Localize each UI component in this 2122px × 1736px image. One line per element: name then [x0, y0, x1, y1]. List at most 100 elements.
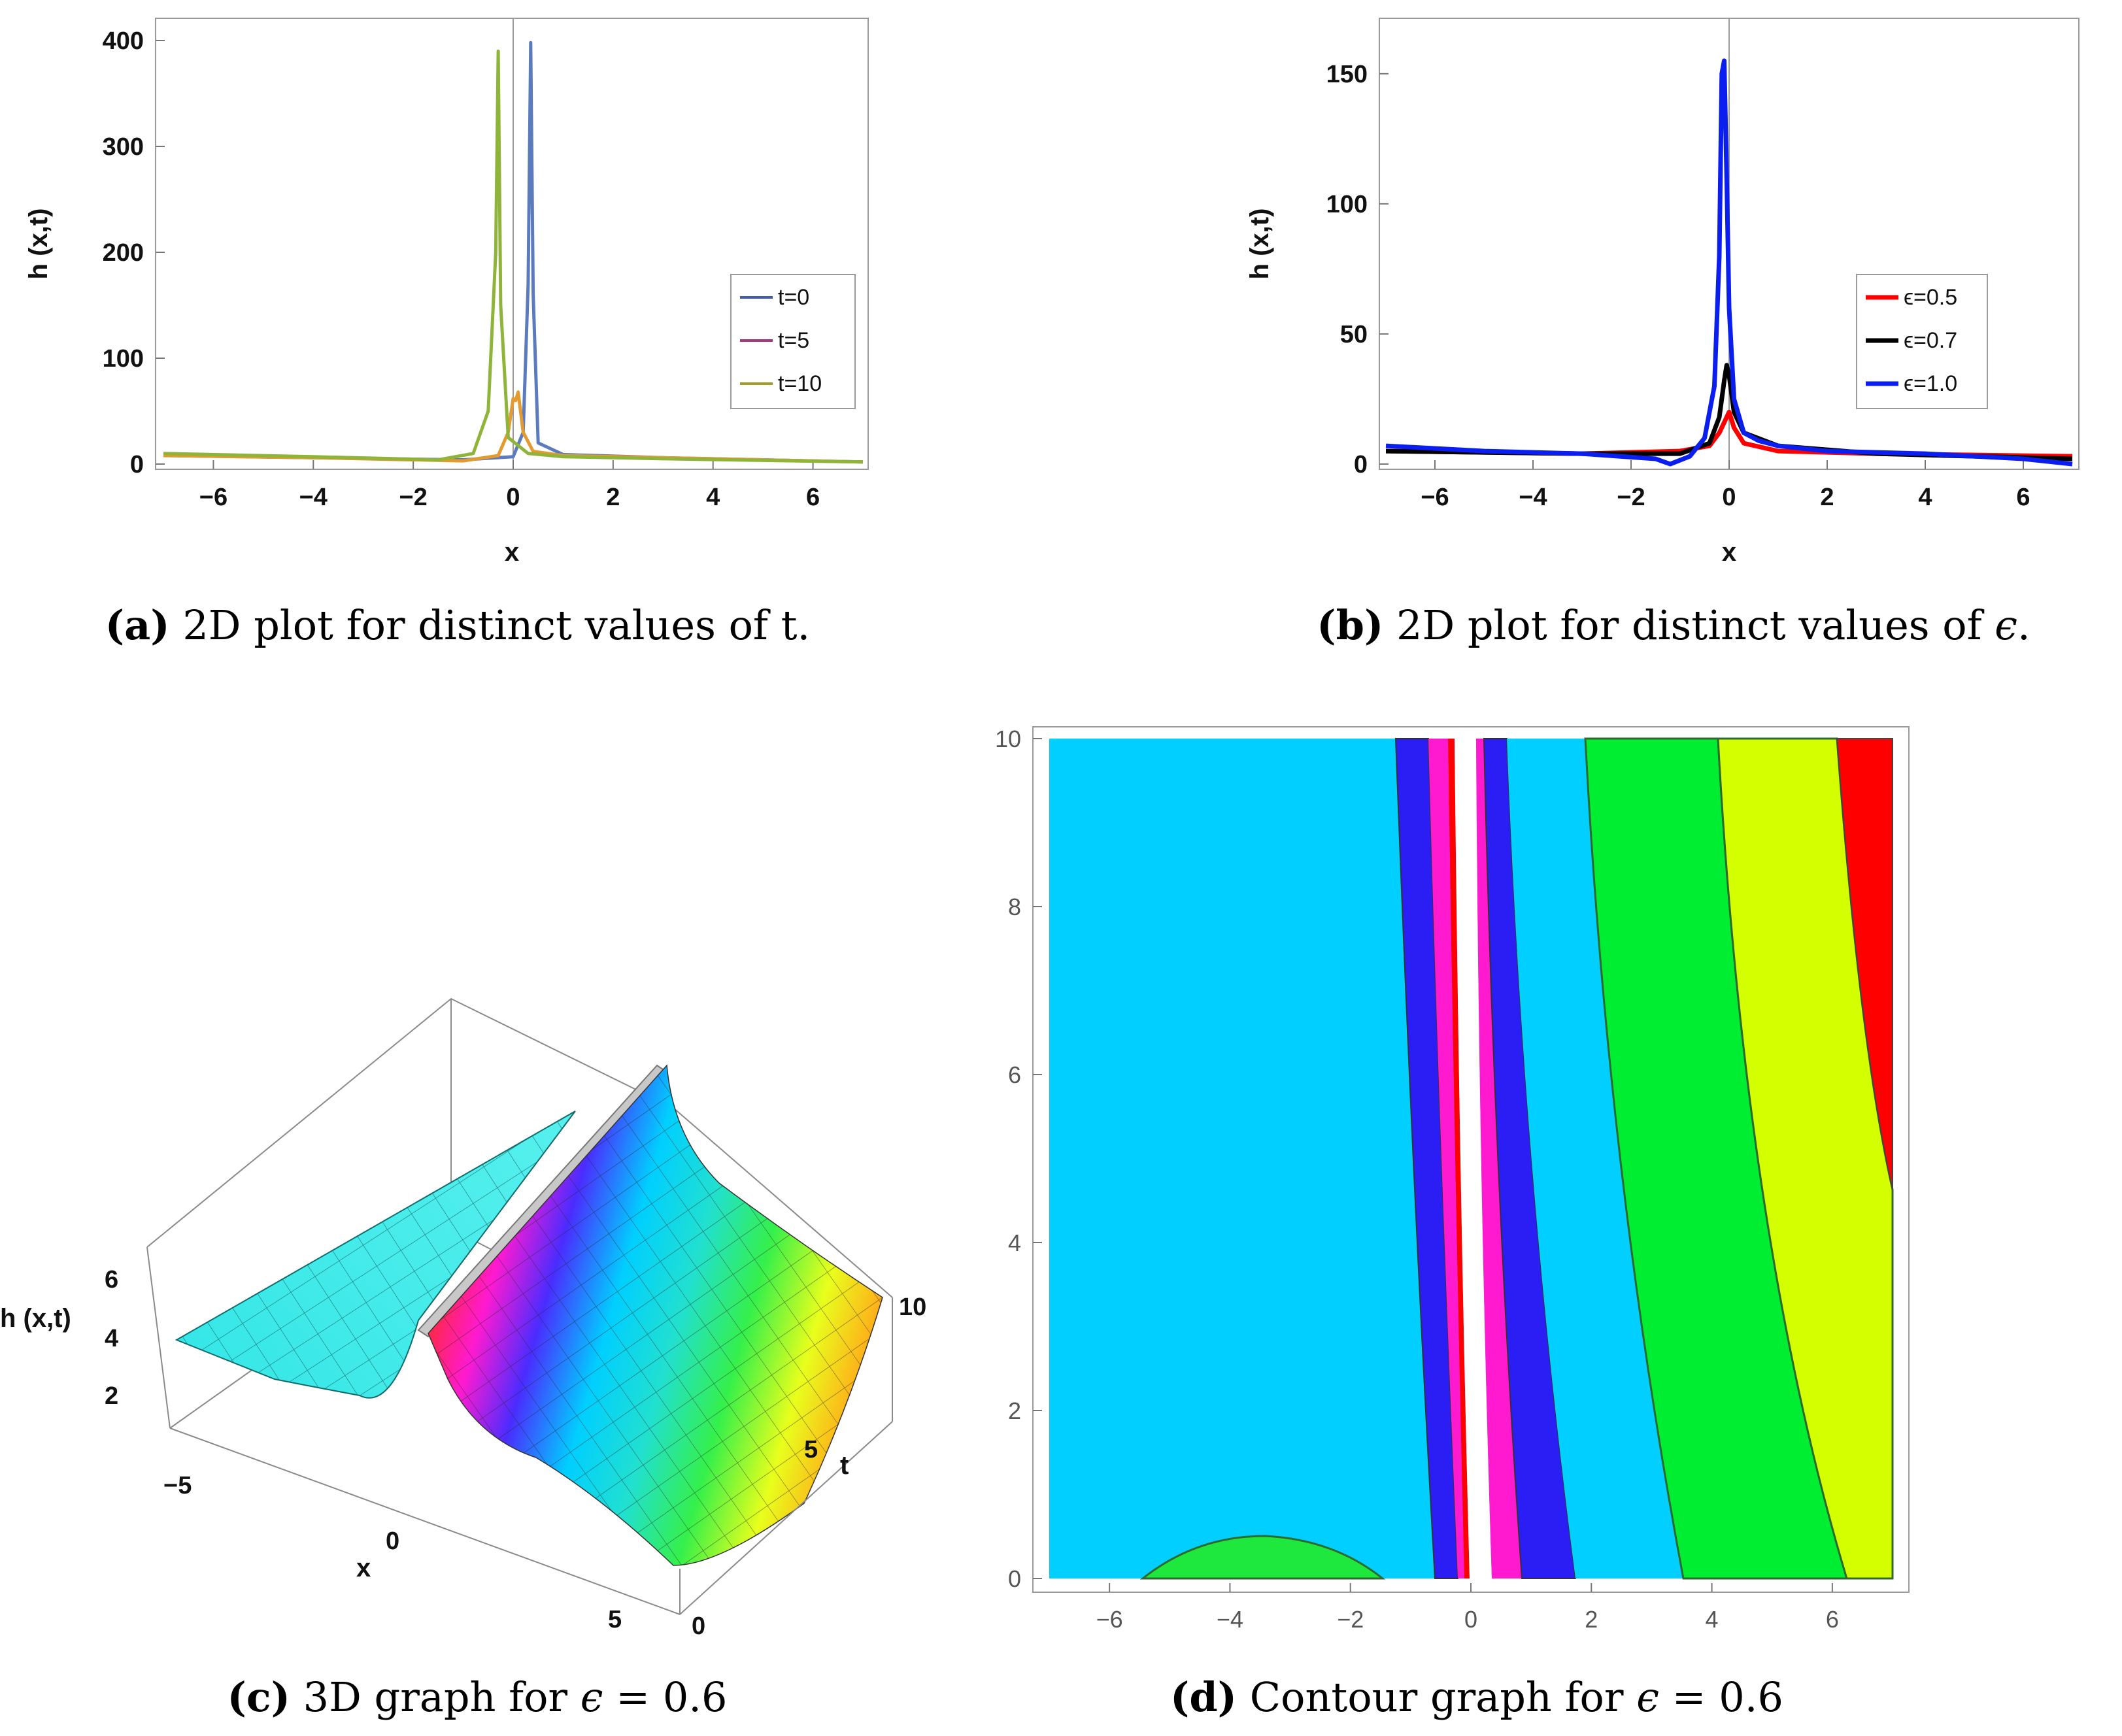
y-tick-label: 150 — [1326, 61, 1368, 88]
contour-x-tick-label: −4 — [1217, 1606, 1243, 1633]
y-axis-label: h (x,t) — [1245, 209, 1274, 280]
z-tick-4: 4 — [105, 1325, 118, 1352]
region-green-bump — [1139, 1535, 1386, 1580]
x-tick-label: 2 — [606, 484, 620, 511]
contour-x-tick-label: 4 — [1706, 1606, 1719, 1633]
panel-d: −6 −4 −2 0 2 4 6 0 2 4 6 8 10 — [968, 706, 2122, 1686]
legend-label-1: t=5 — [778, 328, 809, 353]
region-magenta-left — [1428, 739, 1464, 1578]
caption-d-text: Contour graph for — [1237, 1673, 1637, 1721]
chart-a: −6 −4 −2 0 2 4 6 0 100 200 300 400 x h (x,t) t=0 t=5 t=1… — [24, 18, 869, 567]
x-axis-label: x — [1722, 538, 1736, 567]
legend-label-2: t=10 — [778, 371, 822, 396]
z-tick-2: 2 — [105, 1382, 118, 1410]
y-tick-label: 400 — [103, 27, 144, 55]
surface-right-grid — [428, 1065, 883, 1565]
contour-axes: −6 −4 −2 0 2 4 6 0 2 4 6 8 10 — [995, 726, 1839, 1633]
caption-c: (c) 3D graph for ϵ = 0.6 — [216, 1673, 739, 1721]
caption-a: (a) 2D plot for distinct values of t. — [98, 601, 817, 649]
x-tick-label: 0 — [506, 484, 520, 511]
caption-a-label: (a) — [105, 601, 170, 649]
caption-b: (b) 2D plot for distinct values of ϵ. — [1281, 601, 2066, 649]
caption-d-label: (d) — [1170, 1673, 1238, 1721]
x-tick-label: 6 — [806, 484, 820, 511]
caption-d-end: = 0.6 — [1659, 1673, 1783, 1721]
region-magenta-right — [1476, 739, 1522, 1578]
contour-x-tick-label: −6 — [1096, 1606, 1123, 1633]
x-tick-label: −2 — [399, 484, 427, 511]
panel-b: −6 −4 −2 0 2 4 6 0 50 100 150 x h (x,t) ϵ=0.5 ϵ=0.7 ϵ=1… — [1079, 0, 2122, 588]
t-tick-5: 5 — [804, 1436, 818, 1463]
x-tick-label: 0 — [1722, 484, 1736, 511]
contour-y-tick-label: 8 — [1008, 893, 1021, 920]
region-cyan-right — [1507, 739, 1683, 1578]
x-tick-label: 2 — [1820, 484, 1834, 511]
x-tick-label: 4 — [706, 484, 720, 511]
z-axis-label: h (x,t) — [0, 1304, 71, 1333]
chart-c: 6 4 2 h (x,t) −5 0 5 x 0 5 10 t — [0, 997, 926, 1640]
region-red-corner — [1836, 738, 1893, 1190]
x-axis-label: x — [505, 538, 519, 567]
contour-y-tick-label: 10 — [995, 726, 1021, 752]
x-tick-label: −6 — [199, 484, 227, 511]
caption-b-text: 2D plot for distinct values of — [1383, 601, 1995, 649]
legend-label-2: ϵ=1.0 — [1904, 371, 1957, 396]
chart-b: −6 −4 −2 0 2 4 6 0 50 100 150 x h (x,t) ϵ=0.5 ϵ=0.7 ϵ=1… — [1245, 18, 2080, 567]
y-axis-label: h (x,t) — [24, 209, 53, 280]
z-tick-6: 6 — [105, 1266, 118, 1294]
contour-regions — [1049, 737, 1894, 1580]
series-line-2 — [1385, 58, 2073, 467]
y-tick-label: 0 — [130, 451, 144, 478]
y-tick-label: 100 — [103, 345, 144, 373]
surface-left-grid — [177, 1111, 575, 1398]
legend-label-1: ϵ=0.7 — [1904, 328, 1957, 353]
z-axis-ticks: 6 4 2 — [105, 1266, 118, 1410]
x-tick-label: −2 — [1617, 484, 1645, 511]
box-front-edges — [169, 1297, 893, 1615]
region-white-gap — [1455, 739, 1492, 1578]
t-tick-0: 0 — [692, 1612, 705, 1640]
t-axis-ticks: 0 5 10 — [692, 1294, 926, 1640]
contour-x-tick-label: −2 — [1337, 1606, 1364, 1633]
legend-label-0: t=0 — [778, 285, 809, 310]
contour-y-tick-label: 4 — [1008, 1229, 1021, 1256]
x-tick-label: 4 — [1918, 484, 1932, 511]
caption-d: (d) Contour graph for ϵ = 0.6 — [1170, 1673, 1783, 1721]
contour-x-tick-label: 2 — [1585, 1606, 1598, 1633]
legend-label-0: ϵ=0.5 — [1904, 285, 1957, 310]
caption-b-end: . — [2017, 601, 2030, 649]
contour-x-tick-label: 6 — [1826, 1606, 1839, 1633]
x-axis-ticks-3d: −5 0 5 — [163, 1472, 622, 1633]
caption-c-symbol: ϵ — [580, 1673, 603, 1721]
x-tick-label: −4 — [1519, 484, 1547, 511]
y-tick-label: 200 — [103, 239, 144, 267]
caption-c-text: 3D graph for — [290, 1673, 581, 1721]
x-tick-label: −4 — [299, 484, 328, 511]
series-line-2 — [163, 49, 864, 464]
t-axis-label: t — [840, 1451, 849, 1480]
y-tick-label: 0 — [1354, 451, 1368, 478]
y-tick-label: 300 — [103, 133, 144, 161]
panel-a: −6 −4 −2 0 2 4 6 0 100 200 300 400 x h (x,t) t=0 t=5 t=1… — [0, 0, 915, 588]
caption-b-label: (b) — [1317, 601, 1384, 649]
x3d-tick-5: 5 — [608, 1606, 622, 1633]
contour-y-tick-label: 0 — [1008, 1565, 1021, 1592]
t-tick-10: 10 — [899, 1294, 926, 1321]
caption-d-symbol: ϵ — [1636, 1673, 1659, 1721]
caption-c-label: (c) — [227, 1673, 290, 1721]
caption-c-end: = 0.6 — [603, 1673, 728, 1721]
chart-d: −6 −4 −2 0 2 4 6 0 2 4 6 8 10 — [995, 726, 1910, 1633]
contour-y-tick-label: 6 — [1008, 1061, 1021, 1088]
x3d-tick-m5: −5 — [163, 1472, 192, 1499]
y-tick-label: 50 — [1340, 321, 1368, 348]
caption-b-symbol: ϵ — [1995, 601, 2017, 649]
x3d-axis-label: x — [356, 1554, 371, 1582]
panel-c: 6 4 2 h (x,t) −5 0 5 x 0 5 10 t — [0, 948, 954, 1654]
contour-y-tick-label: 2 — [1008, 1397, 1021, 1424]
x3d-tick-0: 0 — [386, 1527, 399, 1555]
contour-x-tick-label: 0 — [1464, 1606, 1477, 1633]
caption-a-text: 2D plot for distinct values of t. — [169, 601, 811, 649]
x-tick-label: 6 — [2016, 484, 2030, 511]
region-red-left — [1448, 739, 1470, 1578]
x-tick-label: −6 — [1421, 484, 1449, 511]
